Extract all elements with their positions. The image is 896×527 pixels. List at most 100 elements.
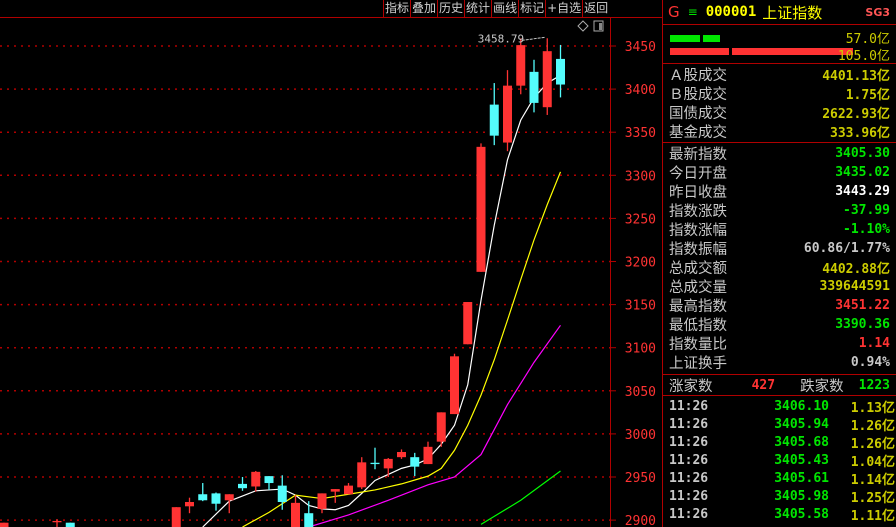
y-tick-label: 3200 [625, 256, 656, 271]
ma60-line [480, 470, 561, 525]
toolbar-button-3[interactable]: 统计 [464, 0, 491, 17]
g-icon[interactable]: G [668, 3, 680, 21]
turnover-value: 1.75亿 [845, 88, 890, 103]
tick-time: 11:26 [669, 471, 709, 486]
candle-body [489, 104, 499, 136]
candle-body [397, 452, 406, 458]
y-tick-label: 2950 [625, 471, 656, 486]
toolbar-button-0[interactable]: 指标 [383, 0, 410, 17]
stats-list: 最新指数 3405.30 今日开盘 3435.02 昨日收盘 3443.29 指数涨跌 -37… [663, 143, 896, 374]
tick-amount: 1.13亿 [850, 401, 895, 416]
tick-row: 11:26 3406.10 1.13亿 [663, 397, 896, 416]
candle-body [436, 412, 446, 442]
sg3-badge[interactable]: SG3 [865, 5, 890, 19]
divider [663, 63, 896, 64]
tick-amount: 1.26亿 [850, 419, 895, 434]
y-tick-label: 3250 [625, 212, 656, 227]
y-tick-label: 3100 [625, 342, 656, 357]
y-tick-label: 3400 [625, 83, 656, 98]
turnover-value: 333.96亿 [830, 126, 890, 141]
max-price-label: 3458.79 [478, 32, 524, 45]
candle-body [410, 457, 420, 467]
tick-time: 11:26 [669, 489, 709, 504]
ma5-line [202, 74, 561, 527]
red-bar [670, 48, 853, 55]
panel-header: G ≡ 000001 上证指数 SG3 [663, 0, 896, 24]
divider [663, 142, 896, 143]
stat-row: 指数涨跌 -37.99 [663, 201, 896, 220]
stat-label: 指数涨幅 [669, 223, 727, 239]
toolbar-button-6[interactable]: +自选 [545, 0, 582, 17]
square-icon[interactable] [593, 20, 604, 32]
candle-body [52, 520, 62, 523]
stat-row: 总成交额 4402.88亿 [663, 258, 896, 277]
tick-amount: 1.14亿 [850, 473, 895, 488]
candle-body [357, 462, 367, 488]
tick-time: 11:26 [669, 507, 709, 522]
stat-label: 昨日收盘 [669, 185, 727, 201]
toolbar-button-2[interactable]: 历史 [437, 0, 464, 17]
tick-list[interactable]: 11:26 3406.10 1.13亿 11:26 3405.94 1.26亿 11:26 3… [663, 396, 896, 524]
divider [663, 374, 896, 375]
tick-row: 11:26 3405.43 1.04亿 [663, 451, 896, 470]
ma20-line [308, 324, 561, 527]
turnover-label: 国债成交 [669, 106, 727, 122]
square-icon-fill [599, 23, 602, 30]
stat-row: 指数量比 1.14 [663, 334, 896, 353]
candle-body [211, 493, 221, 504]
stat-row: 指数涨幅 -1.10% [663, 220, 896, 239]
stat-value: -37.99 [843, 203, 890, 218]
candle-body [291, 502, 300, 527]
red-bar-value: 105.0亿 [837, 49, 890, 64]
diamond-icon[interactable] [577, 20, 589, 32]
stat-label: 指数量比 [669, 337, 727, 353]
tick-price: 3405.58 [774, 507, 829, 522]
turnover-value: 4401.13亿 [822, 69, 890, 84]
down-count: 1223 [858, 377, 890, 393]
turnover-label: 基金成交 [669, 125, 727, 141]
toolbar-button-4[interactable]: 画线 [491, 0, 518, 17]
stat-value: 3435.02 [835, 165, 890, 180]
turnover-row: 国债成交 2622.93亿 [663, 103, 896, 122]
volume-bars: 57.0亿 105.0亿 [663, 25, 896, 64]
candle-body [476, 146, 486, 272]
menu-icon[interactable]: ≡ [687, 5, 698, 19]
toolbar-divider [0, 17, 663, 18]
candle-body [423, 446, 433, 465]
stat-label: 指数振幅 [669, 242, 727, 258]
down-count-label: 跌家数 [800, 378, 844, 395]
candlestick-chart[interactable]: 3450 3400 3350 3300 3250 3200 3150 3100 3050 3000… [0, 0, 662, 527]
y-tick-label: 3050 [625, 385, 656, 400]
y-tick-label: 3000 [625, 428, 656, 443]
candle-body [224, 494, 234, 501]
candle-body [463, 302, 473, 345]
turnover-row: Ａ股成交 4401.13亿 [663, 65, 896, 84]
stat-label: 最新指数 [669, 147, 727, 163]
y-tick-label: 3450 [625, 40, 656, 55]
candle-body [529, 71, 539, 103]
divider [663, 24, 896, 25]
toolbar-button-7[interactable]: 返回 [582, 0, 609, 17]
stat-value: 4402.88亿 [822, 262, 890, 277]
toolbar-button-1[interactable]: 叠加 [410, 0, 437, 17]
candle-body [198, 494, 208, 501]
candle-body [0, 522, 9, 527]
divider [663, 395, 896, 396]
stat-value: -1.10% [843, 222, 890, 237]
turnover-label: Ｂ股成交 [669, 87, 727, 103]
stat-row: 总成交量 339644591 [663, 277, 896, 296]
candle-body [330, 489, 340, 492]
green-bar [670, 35, 720, 42]
tick-price: 3405.68 [774, 435, 829, 450]
max-price-arrow [521, 36, 546, 41]
stat-value: 60.86/1.77% [803, 241, 890, 256]
stat-value: 3443.29 [835, 184, 890, 199]
stat-label: 最低指数 [669, 318, 727, 334]
stat-value: 3405.30 [835, 146, 890, 161]
tick-price: 3405.43 [774, 453, 829, 468]
ma10-line [242, 171, 562, 527]
up-count: 427 [751, 377, 776, 393]
index-name: 上证指数 [762, 3, 823, 22]
toolbar-button-5[interactable]: 标记 [518, 0, 545, 17]
stat-value: 3451.22 [835, 298, 890, 313]
